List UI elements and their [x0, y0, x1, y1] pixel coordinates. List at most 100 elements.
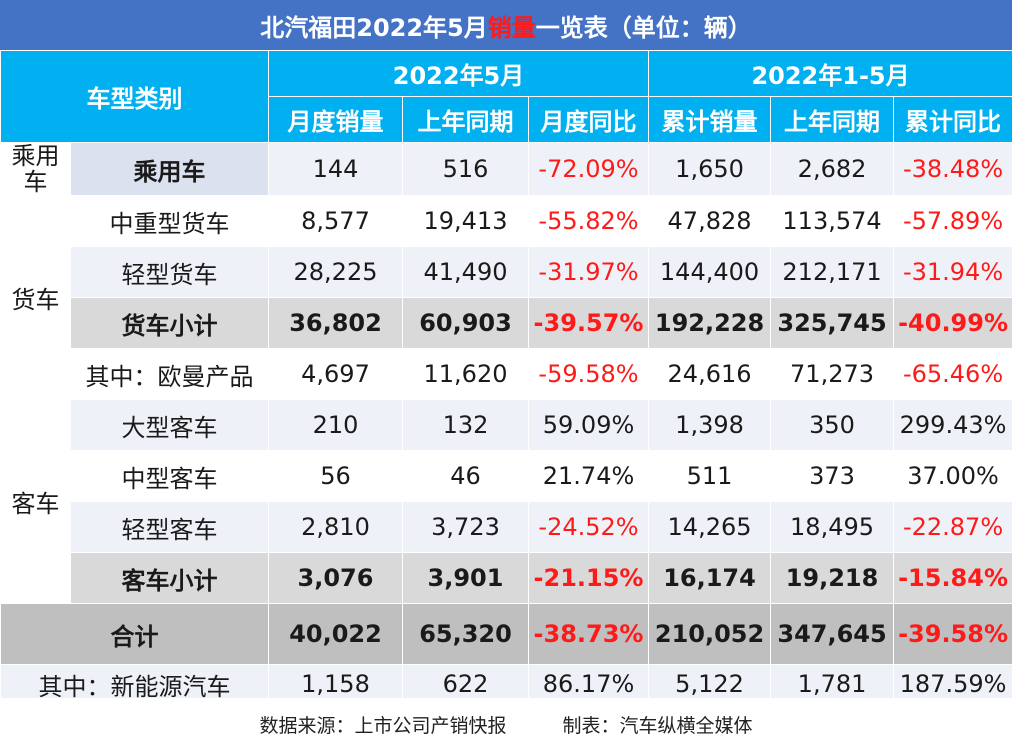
- cell: 210,052: [648, 603, 772, 665]
- cell: 40,022: [268, 603, 403, 665]
- cell: 37.00%: [893, 450, 1012, 502]
- footer-maker: 制表：汽车纵横全媒体: [562, 715, 753, 737]
- table-row: 乘用车 乘用车 144 516 -72.09% 1,650 2,682 -38.…: [0, 142, 1012, 196]
- cell: 187.59%: [893, 664, 1012, 704]
- header-period-ytd: 2022年1-5月: [648, 50, 1012, 97]
- cell: 19,413: [402, 195, 529, 247]
- cell: 60,903: [402, 297, 529, 349]
- cell: 212,171: [770, 246, 895, 298]
- row-name: 客车小计: [70, 552, 269, 604]
- cell: -38.73%: [527, 603, 650, 665]
- row-name: 轻型客车: [70, 501, 269, 553]
- header-col: 累计销量: [648, 96, 772, 143]
- cell: -38.48%: [893, 142, 1012, 196]
- cell: 41,490: [402, 246, 529, 298]
- cell: -65.46%: [893, 348, 1012, 400]
- header-category: 车型类别: [0, 50, 269, 143]
- header-col: 上年同期: [770, 96, 895, 143]
- cell: 14,265: [648, 501, 772, 553]
- cell: -15.84%: [893, 552, 1012, 604]
- cell: 3,901: [402, 552, 529, 604]
- cell: 1,650: [648, 142, 772, 196]
- header-period-may: 2022年5月: [267, 50, 650, 97]
- row-name: 合计: [0, 603, 269, 665]
- cell: 347,645: [770, 603, 895, 665]
- table-row: 轻型货车 28,225 41,490 -31.97% 144,400 212,1…: [1, 246, 1012, 298]
- title-suffix: 一览表（单位：辆）: [535, 13, 752, 42]
- table-row: 轻型客车 2,810 3,723 -24.52% 14,265 18,495 -…: [1, 501, 1012, 553]
- cell: -24.52%: [527, 501, 650, 553]
- header-col: 月度销量: [268, 96, 403, 143]
- group-label-passenger: 乘用车: [0, 142, 71, 196]
- cell: 192,228: [648, 297, 772, 349]
- cell: 47,828: [648, 195, 772, 247]
- footer-source: 数据来源：上市公司产销快报: [259, 715, 507, 737]
- cell: 2,810: [268, 501, 403, 553]
- row-name: 其中：欧曼产品: [70, 348, 269, 400]
- cell: 19,218: [770, 552, 895, 604]
- cell: -72.09%: [527, 142, 650, 196]
- cell: 350: [770, 399, 895, 451]
- sales-table: 车型类别 2022年5月 2022年1-5月 月度销量 上年同期 月度同比 累计…: [0, 50, 1012, 704]
- cell: 3,723: [402, 501, 529, 553]
- table-row: 客车 大型客车 210 132 59.09% 1,398 350 299.43%: [0, 399, 1012, 604]
- cell: 3,076: [268, 552, 403, 604]
- cell: 28,225: [268, 246, 403, 298]
- row-name: 中重型货车: [70, 195, 269, 247]
- cell: 86.17%: [527, 664, 650, 704]
- cell: 144: [268, 142, 403, 196]
- row-name: 其中：新能源汽车: [0, 664, 269, 704]
- cell: 59.09%: [527, 399, 650, 451]
- cell: -57.89%: [893, 195, 1012, 247]
- cell: -59.58%: [527, 348, 650, 400]
- group-label-truck: 货车: [0, 195, 71, 400]
- cell: 325,745: [770, 297, 895, 349]
- table-row-grand-total: 合计 40,022 65,320 -38.73% 210,052 347,645…: [0, 603, 1012, 665]
- table-row: 中型客车 56 46 21.74% 511 373 37.00%: [1, 450, 1012, 502]
- cell: 65,320: [402, 603, 529, 665]
- cell: -31.97%: [527, 246, 650, 298]
- cell: 299.43%: [893, 399, 1012, 451]
- cell: 56: [268, 450, 403, 502]
- row-name: 乘用车: [70, 142, 269, 196]
- cell: 46: [402, 450, 529, 502]
- cell: 132: [402, 399, 529, 451]
- cell: -31.94%: [893, 246, 1012, 298]
- cell: -39.57%: [527, 297, 650, 349]
- row-name: 大型客车: [70, 399, 269, 451]
- cell: 113,574: [770, 195, 895, 247]
- cell: -39.58%: [893, 603, 1012, 665]
- cell: 516: [402, 142, 529, 196]
- cell: 5,122: [648, 664, 772, 704]
- cell: 16,174: [648, 552, 772, 604]
- cell: -21.15%: [527, 552, 650, 604]
- cell: 71,273: [770, 348, 895, 400]
- table-row: 其中：欧曼产品 4,697 11,620 -59.58% 24,616 71,2…: [1, 348, 1012, 400]
- cell: 11,620: [402, 348, 529, 400]
- cell: 144,400: [648, 246, 772, 298]
- cell: 8,577: [268, 195, 403, 247]
- row-name: 轻型货车: [70, 246, 269, 298]
- cell: 4,697: [268, 348, 403, 400]
- title-highlight: 销量: [487, 13, 536, 42]
- table-row-subtotal: 货车小计 36,802 60,903 -39.57% 192,228 325,7…: [1, 297, 1012, 349]
- cell: 1,398: [648, 399, 772, 451]
- row-name: 中型客车: [70, 450, 269, 502]
- cell: -40.99%: [893, 297, 1012, 349]
- table-title: 北汽福田2022年5月 销量 一览表（单位：辆）: [0, 0, 1012, 50]
- cell: 511: [648, 450, 772, 502]
- cell: 24,616: [648, 348, 772, 400]
- table-footer: 数据来源：上市公司产销快报 制表：汽车纵横全媒体: [0, 698, 1012, 751]
- cell: 36,802: [268, 297, 403, 349]
- header-col: 累计同比: [893, 96, 1012, 143]
- title-prefix: 北汽福田2022年5月: [260, 13, 488, 42]
- cell: -55.82%: [527, 195, 650, 247]
- cell: 1,781: [770, 664, 895, 704]
- cell: 2,682: [770, 142, 895, 196]
- group-label-bus: 客车: [0, 399, 71, 604]
- table-row: 其中：新能源汽车 1,158 622 86.17% 5,122 1,781 18…: [0, 664, 1012, 704]
- cell: -22.87%: [893, 501, 1012, 553]
- cell: 373: [770, 450, 895, 502]
- cell: 18,495: [770, 501, 895, 553]
- header-col: 上年同期: [402, 96, 529, 143]
